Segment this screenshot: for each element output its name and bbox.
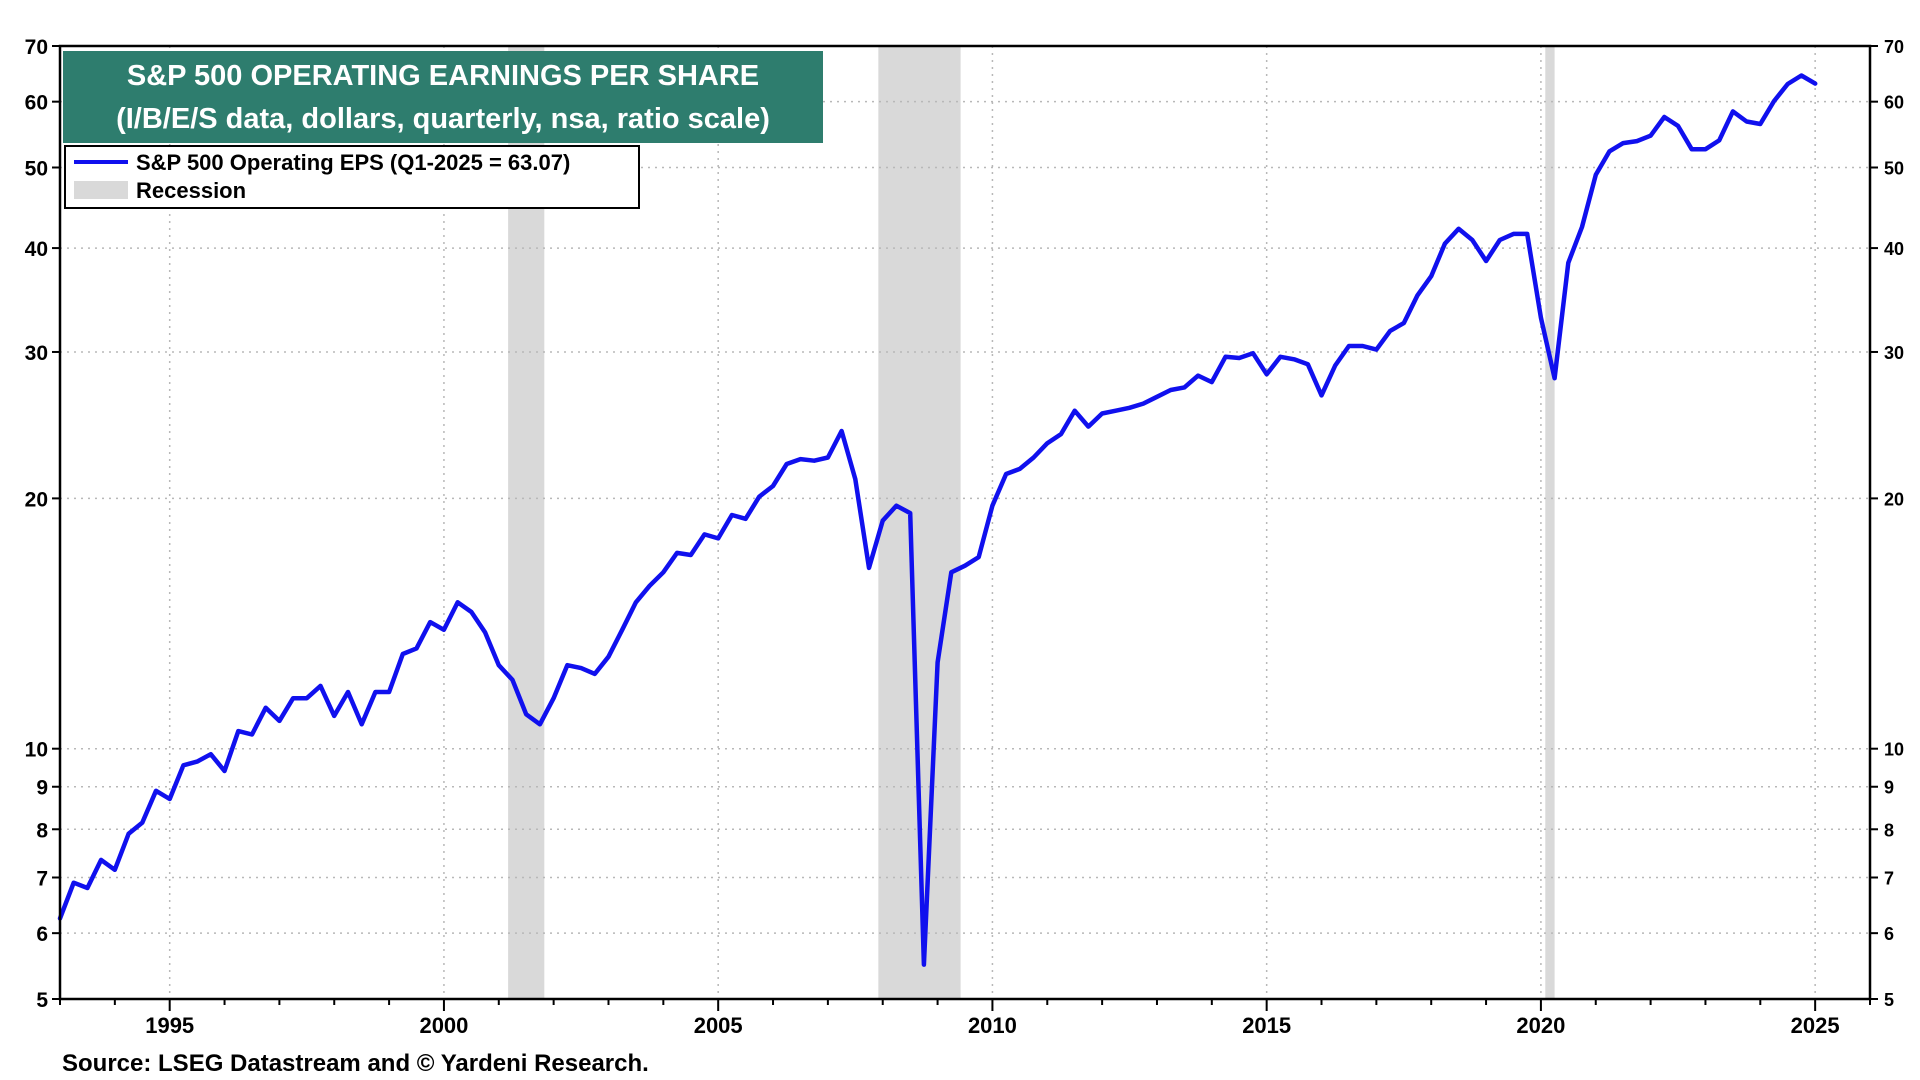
- y-tick-label-right: 60: [1884, 93, 1904, 113]
- series-layer: [57, 73, 1818, 967]
- y-tick-label-right: 70: [1884, 37, 1904, 57]
- recession-bands: [508, 46, 1555, 999]
- title-box: S&P 500 OPERATING EARNINGS PER SHARE (I/…: [63, 51, 823, 143]
- title-background: [63, 51, 823, 143]
- y-tick-label-left: 30: [25, 342, 48, 365]
- legend-recession-swatch: [74, 181, 128, 199]
- y-tick-label-right: 10: [1884, 740, 1904, 760]
- x-tick-label: 2005: [694, 1013, 743, 1038]
- y-tick-label-left: 20: [25, 488, 48, 511]
- y-tick-label-left: 60: [25, 92, 48, 115]
- x-tick-label: 1995: [145, 1013, 194, 1038]
- y-tick-label-right: 50: [1884, 159, 1904, 179]
- y-tick-label-right: 6: [1884, 924, 1894, 944]
- plot-frame: [58, 44, 1872, 1001]
- source-note: Source: LSEG Datastream and © Yardeni Re…: [62, 1050, 649, 1077]
- y-tick-label-left: 7: [36, 867, 48, 890]
- eps-series-line: [57, 73, 1818, 967]
- y-tick-label-right: 7: [1884, 868, 1894, 888]
- y-tick-label-left: 50: [25, 158, 48, 181]
- x-tick-label: 2015: [1242, 1013, 1291, 1038]
- x-tick-label: 2010: [968, 1013, 1017, 1038]
- y-tick-label-left: 8: [36, 819, 48, 842]
- legend-box: [64, 145, 640, 209]
- y-tick-label-right: 9: [1884, 778, 1894, 798]
- y-tick-label-left: 10: [25, 739, 48, 762]
- x-tick-label: 2025: [1791, 1013, 1840, 1038]
- y-tick-label-left: 9: [36, 777, 48, 800]
- y-tick-label-left: 5: [36, 989, 48, 1012]
- y-tick-label-right: 5: [1884, 990, 1894, 1010]
- legend-series-label: S&P 500 Operating EPS (Q1-2025 = 63.07): [136, 150, 570, 175]
- y-tick-label-left: 40: [25, 238, 48, 261]
- y-tick-label-right: 30: [1884, 343, 1904, 363]
- legend-recession-label: Recession: [136, 178, 246, 203]
- y-tick-label-right: 40: [1884, 239, 1904, 259]
- x-tick-label: 2020: [1516, 1013, 1565, 1038]
- y-tick-label-left: 6: [36, 923, 48, 946]
- recession-band: [1545, 46, 1555, 999]
- y-tick-label-left: 70: [25, 36, 48, 59]
- chart-subtitle: (I/B/E/S data, dollars, quarterly, nsa, …: [116, 103, 770, 135]
- chart-title: S&P 500 OPERATING EARNINGS PER SHARE: [127, 60, 759, 92]
- x-tick-label: 2000: [419, 1013, 468, 1038]
- y-tick-label-right: 20: [1884, 489, 1904, 509]
- y-tick-label-right: 8: [1884, 820, 1894, 840]
- legend: S&P 500 Operating EPS (Q1-2025 = 63.07) …: [64, 145, 640, 209]
